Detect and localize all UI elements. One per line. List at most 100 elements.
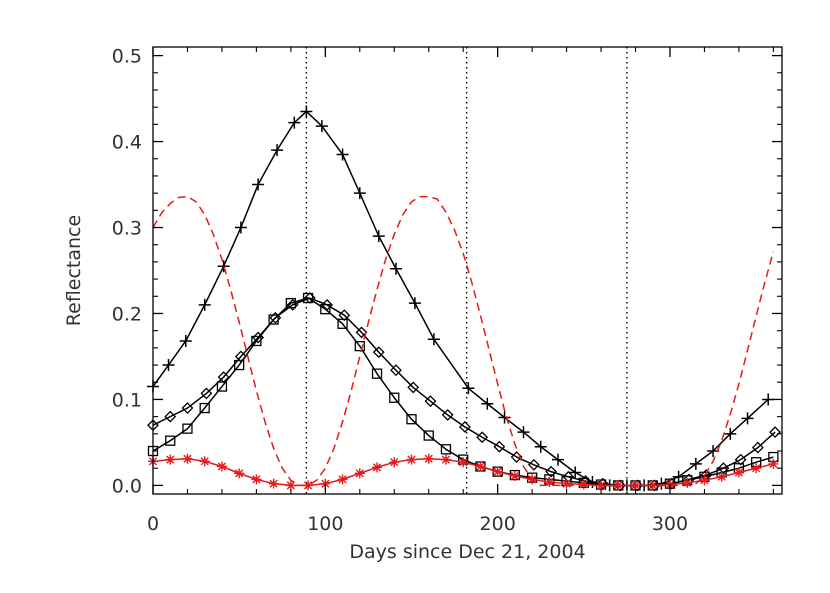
data-point-asterisk <box>458 457 469 468</box>
data-point-asterisk <box>596 480 607 491</box>
data-point-square <box>440 444 452 455</box>
x-tick-label: 100 <box>307 513 343 535</box>
data-point-diamond <box>372 346 385 359</box>
y-tick-label: 0.5 <box>112 46 142 68</box>
data-point-plus <box>234 221 247 234</box>
data-point-asterisk <box>354 468 365 479</box>
data-point-diamond <box>441 408 454 421</box>
series-plus-line <box>152 110 769 487</box>
data-point-diamond <box>769 426 782 439</box>
data-point-diamond <box>458 421 471 433</box>
data-point-asterisk <box>216 461 227 472</box>
data-point-asterisk <box>733 467 744 478</box>
data-point-square <box>251 335 262 347</box>
series-plus <box>147 105 775 492</box>
data-point-plus <box>336 148 349 161</box>
data-point-diamond <box>200 387 213 400</box>
data-point-diamond <box>407 381 420 394</box>
data-point-square <box>406 414 417 425</box>
series-dashed-line <box>152 195 775 487</box>
x-tick-label: 200 <box>480 513 516 535</box>
data-point-asterisk <box>682 477 693 488</box>
data-point-square <box>182 423 193 434</box>
y-tick-label: 0.0 <box>112 475 142 497</box>
data-point-asterisk <box>234 468 245 479</box>
data-point-square <box>354 340 365 352</box>
data-point-asterisk <box>578 479 589 490</box>
x-tick-label: 300 <box>652 513 688 535</box>
data-point-square <box>268 314 279 325</box>
plot-frame <box>152 46 783 495</box>
data-point-diamond <box>493 440 506 453</box>
plot-series <box>147 105 782 492</box>
data-point-plus <box>551 453 564 466</box>
data-point-plus <box>408 297 421 310</box>
data-point-asterisk <box>182 453 193 464</box>
data-point-plus <box>372 230 385 243</box>
data-point-plus <box>271 144 284 157</box>
y-axis-title: Reflectance <box>63 215 85 326</box>
data-point-plus <box>315 120 328 133</box>
reference-lines <box>305 47 628 494</box>
data-point-asterisk <box>285 480 296 491</box>
data-point-diamond <box>424 395 437 408</box>
data-point-square <box>302 292 314 304</box>
data-point-plus <box>741 412 754 425</box>
y-tick-label: 0.3 <box>112 218 142 240</box>
data-point-square <box>285 298 297 309</box>
data-point-plus <box>162 359 175 372</box>
x-tick-label: 0 <box>147 513 159 535</box>
data-point-plus <box>427 333 440 346</box>
data-point-diamond <box>476 431 489 444</box>
data-point-square <box>371 368 383 379</box>
data-point-plus <box>498 411 511 424</box>
data-point-asterisk <box>751 463 762 474</box>
data-point-plus <box>724 427 737 440</box>
data-point-asterisk <box>647 480 658 491</box>
data-point-plus <box>179 334 192 347</box>
y-tick-label: 0.1 <box>112 389 142 411</box>
data-point-plus <box>481 397 494 410</box>
data-point-plus <box>389 262 402 275</box>
data-point-asterisk <box>406 454 417 465</box>
data-point-asterisk <box>768 458 779 469</box>
data-point-diamond <box>734 453 747 466</box>
series-diamond-line <box>152 297 776 487</box>
y-tick-label: 0.2 <box>112 303 142 325</box>
data-point-diamond <box>527 458 540 471</box>
data-point-asterisk <box>544 476 555 487</box>
data-point-diamond <box>355 326 368 339</box>
data-point-asterisk <box>199 456 210 467</box>
data-point-plus <box>300 105 313 118</box>
data-point-asterisk <box>699 475 710 486</box>
data-point-diamond <box>164 410 177 423</box>
data-point-plus <box>689 457 702 470</box>
data-point-asterisk <box>492 466 503 477</box>
x-axis-title: Days since Dec 21, 2004 <box>349 541 585 563</box>
data-point-asterisk <box>475 461 486 472</box>
data-point-asterisk <box>440 454 451 465</box>
data-point-square <box>337 318 348 329</box>
data-point-plus <box>534 440 547 453</box>
data-point-plus <box>569 466 582 479</box>
data-point-plus <box>217 260 230 273</box>
data-point-diamond <box>181 402 194 414</box>
data-point-diamond <box>751 441 764 454</box>
data-point-asterisk <box>165 454 176 465</box>
data-point-square <box>320 304 331 315</box>
data-point-diamond <box>390 364 402 377</box>
data-point-plus <box>252 178 265 191</box>
data-point-plus <box>517 426 530 439</box>
data-point-square <box>389 392 400 403</box>
axis-ticks: 0 100 200 300 0.0 0.1 0.2 0.3 0.4 0.5 <box>112 46 782 535</box>
data-point-square <box>199 402 210 414</box>
data-point-asterisk <box>303 480 314 491</box>
data-point-diamond <box>338 309 351 322</box>
series-dashed <box>152 195 775 487</box>
data-point-asterisk <box>372 462 383 473</box>
data-point-asterisk <box>423 453 434 464</box>
data-point-asterisk <box>251 474 262 485</box>
data-point-plus <box>198 298 211 311</box>
data-point-asterisk <box>320 478 331 489</box>
